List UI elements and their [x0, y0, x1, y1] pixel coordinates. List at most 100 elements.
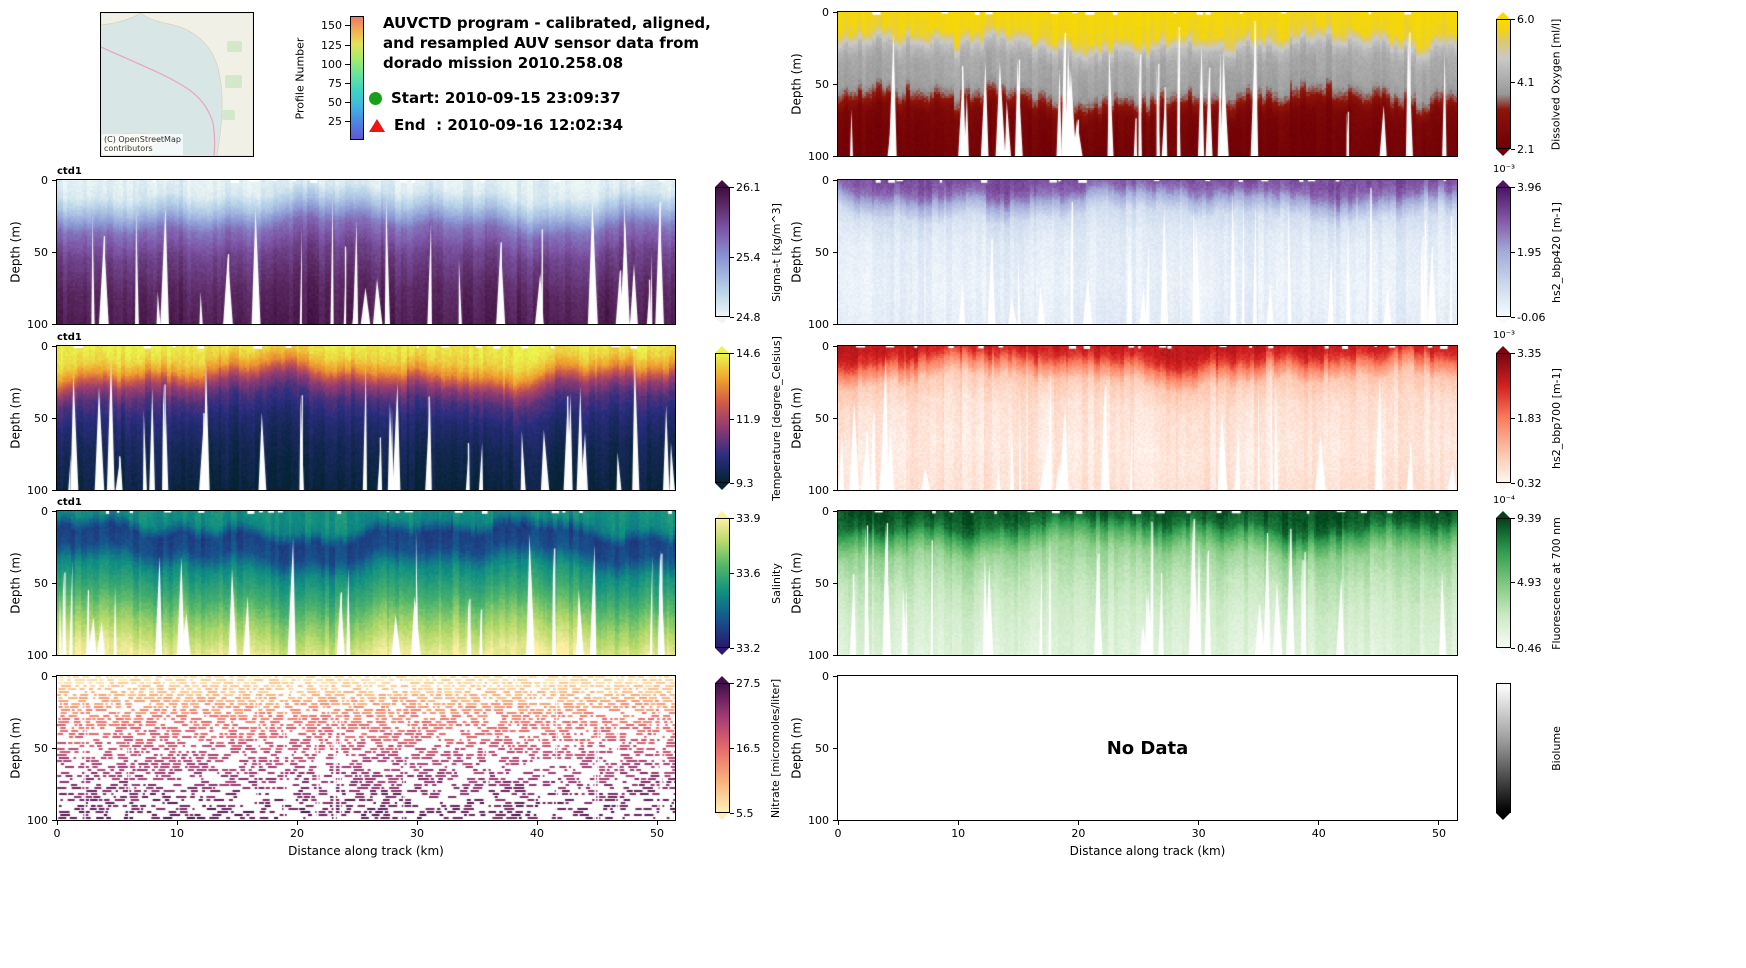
profile-colorbar-tick-label: 50 — [328, 95, 342, 109]
colorbar-tick-label: 9.3 — [736, 476, 754, 490]
colorbar-tip-bottom — [715, 317, 729, 324]
heatmap-canvas — [838, 346, 1457, 490]
y-tick-label: 100 — [27, 813, 48, 827]
y-tick-label: 0 — [41, 339, 48, 353]
y-tick-mark — [52, 179, 57, 181]
y-tick-mark — [833, 251, 838, 253]
y-tick-label: 0 — [822, 339, 829, 353]
y-tick-mark — [52, 417, 57, 419]
x-tick-mark — [176, 820, 178, 825]
colorbar-tick-mark — [730, 647, 734, 649]
colorbar-tick-mark — [1511, 482, 1515, 484]
x-tick-mark — [416, 820, 418, 825]
colorbar-tip-top — [1496, 511, 1510, 518]
colorbar-label-wrap: hs2_bbp700 [m-1] — [1548, 346, 1564, 490]
panel-fluorescence_700nm — [837, 510, 1458, 656]
colorbar-tick-mark — [1511, 352, 1515, 354]
colorbar-tick-mark — [730, 316, 734, 318]
map-image — [101, 13, 253, 156]
y-axis-label: Depth (m) — [8, 511, 24, 655]
profile-colorbar-label-wrap: Profile Number — [292, 16, 308, 140]
profile-colorbar-tick-label: 75 — [328, 76, 342, 90]
colorbar-tick-label: 0.32 — [1517, 476, 1542, 490]
colorbar-tick-mark — [1511, 582, 1515, 584]
y-axis-label-text: Depth (m) — [790, 717, 805, 779]
colorbar-tick-label: -0.06 — [1517, 310, 1546, 324]
x-tick-mark — [1438, 820, 1440, 825]
x-tick-label: 0 — [53, 827, 61, 840]
colorbar-tip-top — [1496, 346, 1510, 353]
colorbar-label: hs2_bbp420 [m-1] — [1549, 201, 1563, 303]
y-axis-label-text: Depth (m) — [9, 717, 24, 779]
y-tick-label: 0 — [41, 504, 48, 518]
colorbar-tick-label: 3.35 — [1517, 346, 1542, 360]
y-axis-label-text: Depth (m) — [9, 221, 24, 283]
y-tick-mark — [833, 155, 838, 157]
colorbar-tip-bottom — [1496, 149, 1510, 156]
y-tick-label: 50 — [815, 411, 829, 425]
x-tick-mark — [1198, 820, 1200, 825]
colorbar-tick-mark — [1511, 647, 1515, 649]
x-tick-mark — [296, 820, 298, 825]
y-axis-label: Depth (m) — [789, 180, 805, 324]
x-tick-mark — [957, 820, 959, 825]
colorbar-tick-mark — [1511, 186, 1515, 188]
colorbar-tick-label: 26.1 — [736, 180, 761, 194]
colorbar-gradient — [715, 518, 730, 648]
x-tick-mark — [1318, 820, 1320, 825]
y-tick-mark — [52, 819, 57, 821]
y-axis-label-text: Depth (m) — [790, 552, 805, 614]
colorbar-tick-mark — [1511, 251, 1515, 253]
mission-start-label: Start: 2010-09-15 23:09:37 — [391, 89, 621, 107]
y-tick-mark — [52, 747, 57, 749]
y-tick-label: 50 — [34, 576, 48, 590]
x-tick-label: 40 — [530, 827, 544, 840]
y-tick-mark — [833, 83, 838, 85]
y-tick-label: 100 — [808, 813, 829, 827]
y-axis-label: Depth (m) — [789, 676, 805, 820]
y-tick-mark — [52, 251, 57, 253]
colorbar-tick-mark — [730, 482, 734, 484]
colorbar-label: Fluorescence at 700 nm — [1549, 516, 1563, 650]
y-axis-label: Depth (m) — [789, 12, 805, 156]
colorbar-tip-top — [1496, 12, 1510, 19]
panel-sigma_t — [56, 179, 676, 325]
colorbar-tick-label: 33.2 — [736, 641, 761, 655]
colorbar-gradient — [1496, 187, 1511, 317]
colorbar-tick-mark — [1511, 18, 1515, 20]
colorbar-exponent: 10⁻³ — [1493, 330, 1516, 341]
map-attribution: (C) OpenStreetMap contributors — [102, 133, 183, 155]
colorbar-label-wrap: Fluorescence at 700 nm — [1548, 511, 1564, 655]
y-tick-mark — [833, 747, 838, 749]
profile-colorbar-label: Profile Number — [293, 37, 307, 119]
profile-colorbar-tick-mark — [345, 101, 350, 103]
x-tick-label: 50 — [1431, 827, 1446, 840]
y-tick-label: 100 — [27, 648, 48, 662]
heatmap-canvas — [57, 180, 675, 324]
profile-colorbar-tick-mark — [345, 121, 350, 123]
profile-colorbar-tick-label: 150 — [321, 19, 342, 33]
y-tick-mark — [833, 179, 838, 181]
colorbar-label-wrap: Dissolved Oxygen [ml/l] — [1548, 12, 1564, 156]
panel-dissolved_oxygen — [837, 11, 1458, 157]
panel-salinity — [56, 510, 676, 656]
profile-colorbar-tick-mark — [345, 82, 350, 84]
x-tick-mark — [1077, 820, 1079, 825]
colorbar-gradient — [1496, 353, 1511, 483]
y-tick-label: 50 — [34, 411, 48, 425]
x-tick-mark — [656, 820, 658, 825]
x-tick-label: 40 — [1311, 827, 1326, 840]
end-marker-icon — [369, 118, 385, 132]
profile-colorbar-tick-label: 25 — [328, 115, 342, 129]
start-marker-icon — [369, 91, 382, 105]
colorbar-gradient — [715, 187, 730, 317]
colorbar-tip-top — [1496, 676, 1510, 683]
y-tick-mark — [833, 11, 838, 13]
colorbar-tick-label: 3.96 — [1517, 180, 1542, 194]
colorbar-tip-bottom — [715, 483, 729, 490]
colorbar-tip-bottom — [1496, 317, 1510, 324]
panel-temperature — [56, 345, 676, 491]
y-tick-label: 100 — [27, 483, 48, 497]
colorbar-label: hs2_bbp700 [m-1] — [1549, 367, 1563, 469]
